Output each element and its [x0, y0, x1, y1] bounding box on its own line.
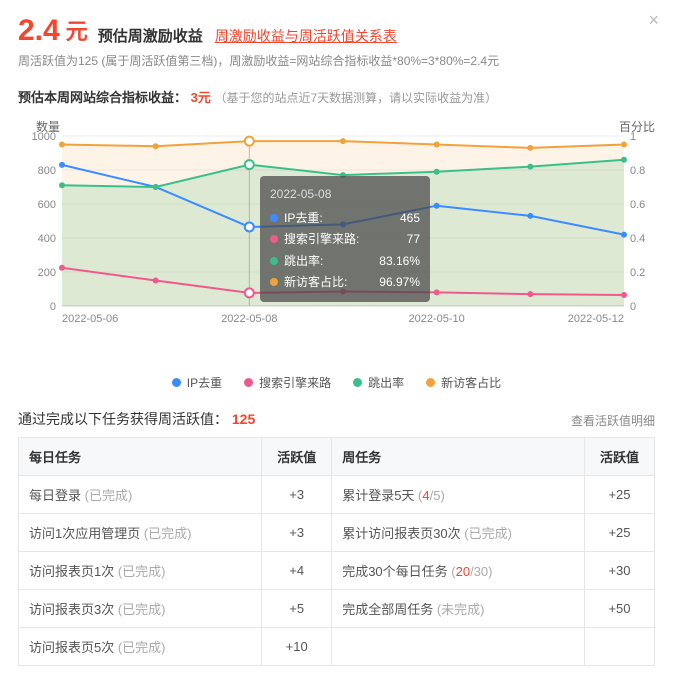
legend-item[interactable]: 跳出率 — [353, 374, 404, 391]
svg-text:400: 400 — [38, 233, 56, 245]
chart-legend: IP去重 搜索引擎来路 跳出率 新访客占比 — [18, 374, 655, 391]
svg-text:0.2: 0.2 — [630, 267, 645, 279]
table-header: 每日任务 — [19, 438, 262, 476]
table-row: 访问报表页1次 (已完成) +4 完成30个每日任务 (20/30)+30 — [19, 552, 655, 590]
svg-text:200: 200 — [38, 267, 56, 279]
estimate-prefix: 预估本周网站综合指标收益： — [18, 90, 187, 105]
svg-text:0: 0 — [50, 301, 56, 313]
svg-text:0: 0 — [630, 301, 636, 313]
table-row: 访问1次应用管理页 (已完成) +3 累计访问报表页30次 (已完成)+25 — [19, 514, 655, 552]
tasks-title-value: 125 — [232, 411, 255, 427]
tasks-table: 每日任务活跃值周任务活跃值 每日登录 (已完成) +3 累计登录5天 (4/5)… — [18, 437, 655, 666]
y-right-label: 百分比 — [619, 118, 655, 135]
amount-unit: 元 — [66, 14, 88, 46]
close-icon[interactable]: × — [648, 10, 659, 31]
table-row: 访问报表页3次 (已完成) +5 完成全部周任务 (未完成)+50 — [19, 590, 655, 628]
svg-text:2022-05-08: 2022-05-08 — [221, 313, 277, 325]
estimate-line: 预估本周网站综合指标收益： 3元 （基于您的站点近7天数据测算，请以实际收益为准… — [18, 87, 655, 106]
tasks-title-prefix: 通过完成以下任务获得周活跃值： — [18, 411, 228, 427]
header-title: 预估周激励收益 — [98, 25, 203, 46]
svg-text:2022-05-12: 2022-05-12 — [568, 313, 624, 325]
svg-text:600: 600 — [38, 199, 56, 211]
relation-link[interactable]: 周激励收益与周活跃值关系表 — [215, 26, 397, 46]
svg-text:0.6: 0.6 — [630, 199, 645, 211]
chart-tooltip: 2022-05-08IP去重:465搜索引擎来路:77跳出率:83.16%新访客… — [260, 176, 430, 302]
table-row: 访问报表页5次 (已完成) +10 — [19, 628, 655, 666]
svg-text:2022-05-10: 2022-05-10 — [409, 313, 465, 325]
estimate-note: （基于您的站点近7天数据测算，请以实际收益为准） — [215, 91, 498, 105]
svg-text:2022-05-06: 2022-05-06 — [62, 313, 118, 325]
y-left-label: 数量 — [36, 118, 60, 135]
header: 2.4元 预估周激励收益 周激励收益与周活跃值关系表 — [18, 14, 655, 46]
header-sub: 周活跃值为125 (属于周活跃值第三档)，周激励收益=网站综合指标收益*80%=… — [18, 52, 655, 69]
table-header: 周任务 — [332, 438, 585, 476]
chart: 数量 百分比 0200400600800100000.20.40.60.8120… — [18, 118, 655, 368]
svg-text:0.8: 0.8 — [630, 165, 645, 177]
estimate-value: 3元 — [191, 90, 211, 105]
legend-item[interactable]: 搜索引擎来路 — [244, 374, 331, 391]
svg-text:800: 800 — [38, 165, 56, 177]
tasks-detail-link[interactable]: 查看活跃值明细 — [571, 412, 655, 429]
svg-text:0.4: 0.4 — [630, 233, 645, 245]
table-header: 活跃值 — [262, 438, 332, 476]
tasks-title: 通过完成以下任务获得周活跃值： 125 — [18, 409, 255, 429]
legend-item[interactable]: IP去重 — [172, 374, 222, 391]
legend-item[interactable]: 新访客占比 — [426, 374, 501, 391]
table-header: 活跃值 — [585, 438, 655, 476]
table-row: 每日登录 (已完成) +3 累计登录5天 (4/5)+25 — [19, 476, 655, 514]
amount: 2.4 — [18, 16, 60, 46]
